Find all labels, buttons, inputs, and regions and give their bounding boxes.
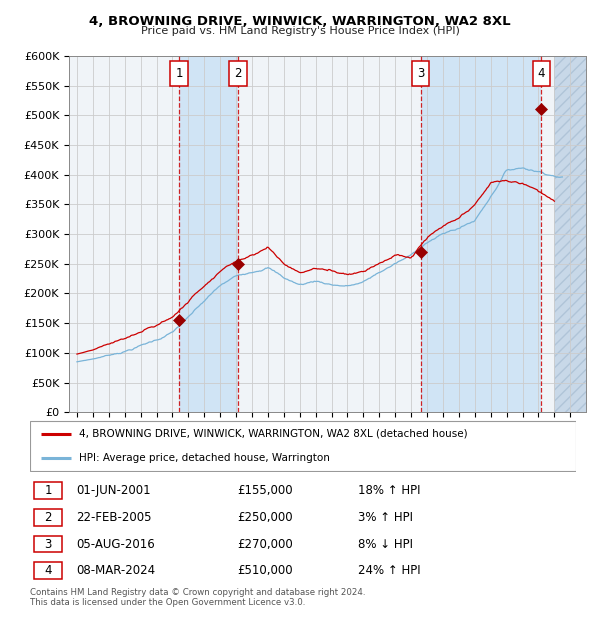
FancyBboxPatch shape	[533, 61, 550, 86]
FancyBboxPatch shape	[170, 61, 188, 86]
Text: 22-FEB-2005: 22-FEB-2005	[76, 511, 152, 524]
Text: 2: 2	[44, 511, 52, 524]
Text: 8% ↓ HPI: 8% ↓ HPI	[358, 538, 413, 551]
Text: 3: 3	[44, 538, 52, 551]
FancyBboxPatch shape	[34, 536, 62, 552]
Text: £270,000: £270,000	[238, 538, 293, 551]
Text: £155,000: £155,000	[238, 484, 293, 497]
Text: 01-JUN-2001: 01-JUN-2001	[76, 484, 151, 497]
Text: £510,000: £510,000	[238, 564, 293, 577]
Text: 2: 2	[234, 67, 242, 80]
FancyBboxPatch shape	[34, 482, 62, 499]
Text: 1: 1	[44, 484, 52, 497]
Text: £250,000: £250,000	[238, 511, 293, 524]
FancyBboxPatch shape	[412, 61, 430, 86]
Text: 24% ↑ HPI: 24% ↑ HPI	[358, 564, 420, 577]
Text: 05-AUG-2016: 05-AUG-2016	[76, 538, 155, 551]
Bar	[179, 56, 238, 412]
Text: 3% ↑ HPI: 3% ↑ HPI	[358, 511, 413, 524]
FancyBboxPatch shape	[30, 421, 576, 471]
Text: This data is licensed under the Open Government Licence v3.0.: This data is licensed under the Open Gov…	[30, 598, 305, 607]
FancyBboxPatch shape	[34, 562, 62, 579]
Bar	[554, 56, 594, 412]
Text: 08-MAR-2024: 08-MAR-2024	[76, 564, 155, 577]
Text: 3: 3	[417, 67, 424, 80]
FancyBboxPatch shape	[229, 61, 247, 86]
Text: 4, BROWNING DRIVE, WINWICK, WARRINGTON, WA2 8XL (detached house): 4, BROWNING DRIVE, WINWICK, WARRINGTON, …	[79, 429, 468, 439]
Text: 4: 4	[44, 564, 52, 577]
Bar	[421, 56, 541, 412]
FancyBboxPatch shape	[34, 509, 62, 526]
Text: HPI: Average price, detached house, Warrington: HPI: Average price, detached house, Warr…	[79, 453, 330, 463]
Text: 1: 1	[175, 67, 183, 80]
Text: Contains HM Land Registry data © Crown copyright and database right 2024.: Contains HM Land Registry data © Crown c…	[30, 588, 365, 597]
Text: Price paid vs. HM Land Registry's House Price Index (HPI): Price paid vs. HM Land Registry's House …	[140, 26, 460, 36]
Text: 4: 4	[538, 67, 545, 80]
Text: 18% ↑ HPI: 18% ↑ HPI	[358, 484, 420, 497]
Text: 4, BROWNING DRIVE, WINWICK, WARRINGTON, WA2 8XL: 4, BROWNING DRIVE, WINWICK, WARRINGTON, …	[89, 15, 511, 28]
